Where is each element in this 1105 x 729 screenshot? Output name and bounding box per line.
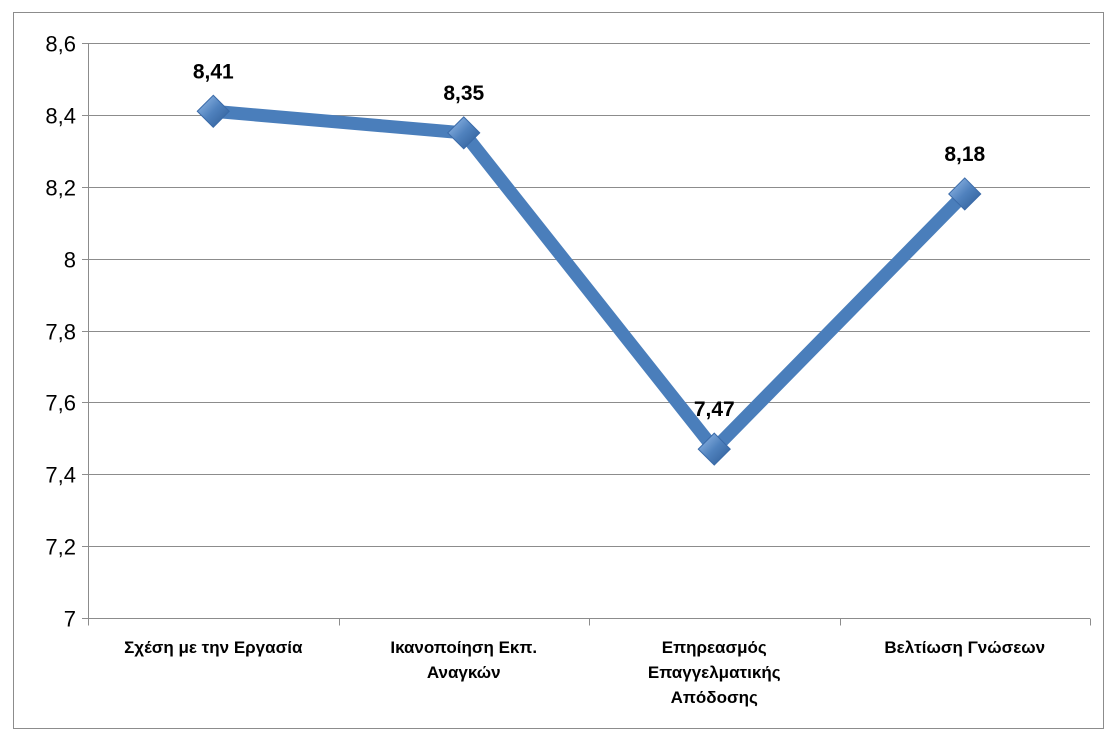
data-label: 8,18 bbox=[944, 143, 985, 166]
x-axis-category-label-line: Επηρεασμός bbox=[662, 638, 767, 657]
y-axis-tick-label: 8 bbox=[64, 248, 76, 273]
y-axis-tick-label: 7,4 bbox=[45, 463, 76, 488]
x-axis-category-label-line: Βελτίωση Γνώσεων bbox=[884, 638, 1045, 657]
data-point-marker bbox=[196, 94, 230, 128]
y-axis-tick-label: 7,8 bbox=[45, 320, 76, 345]
x-axis-category-label-line: Απόδοσης bbox=[671, 688, 758, 707]
data-point-marker bbox=[697, 432, 731, 466]
y-axis-tick-label: 8,4 bbox=[45, 104, 76, 129]
x-axis-category-label: Ικανοποίηση Εκπ. Αναγκών bbox=[390, 638, 537, 682]
x-axis-category-label: Βελτίωση Γνώσεων bbox=[884, 638, 1045, 657]
data-label: 8,41 bbox=[193, 60, 234, 83]
y-axis-tick-label: 7,6 bbox=[45, 391, 76, 416]
axes: 7 7,2 7,4 7,6 7,8 8 8,2 8,4 8,6 Σχέση με την Εργα… bbox=[45, 32, 1091, 707]
data-point-marker bbox=[948, 177, 982, 211]
x-axis-category-label-line: Ικανοποίηση Εκπ. bbox=[390, 638, 537, 657]
chart-area-border bbox=[13, 12, 1104, 729]
x-axis-category-label-line: Σχέση με την Εργασία bbox=[124, 638, 303, 657]
y-axis-tick-label: 7 bbox=[64, 607, 76, 632]
y-axis-tick-label: 7,2 bbox=[45, 535, 76, 560]
series-1 bbox=[196, 94, 982, 466]
x-axis-category-label: Σχέση με την Εργασία bbox=[124, 638, 303, 657]
data-label: 8,35 bbox=[443, 82, 484, 105]
x-axis-category-label-line: Επαγγελματικής bbox=[648, 663, 781, 682]
x-axis-category-label: Επηρεασμός Επαγγελματικής Απόδοσης bbox=[648, 638, 781, 707]
data-label: 7,47 bbox=[694, 398, 735, 421]
y-axis-tick-label: 8,2 bbox=[45, 176, 76, 201]
x-axis-category-label-line: Αναγκών bbox=[427, 663, 501, 682]
labels: 8,41 8,35 7,47 8,18 bbox=[193, 60, 986, 421]
y-axis-tick-label: 8,6 bbox=[45, 32, 76, 57]
data-point-marker bbox=[447, 116, 481, 150]
series-line bbox=[206, 104, 972, 456]
